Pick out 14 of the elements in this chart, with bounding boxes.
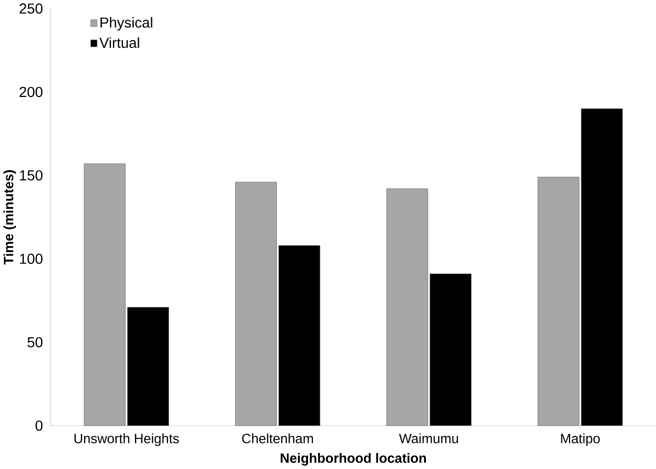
y-axis-title: Time (minutes) bbox=[3, 170, 16, 265]
x-tick-label: Cheltenham bbox=[242, 433, 313, 444]
y-tick-label: 0 bbox=[36, 420, 42, 431]
y-tick-label: 150 bbox=[20, 170, 42, 180]
legend-label: Physical bbox=[100, 17, 152, 31]
y-tick-label: 50 bbox=[28, 337, 42, 348]
legend-label: Virtual bbox=[99, 37, 140, 48]
x-tick-label: Matipo bbox=[561, 433, 600, 446]
y-tick-label: 250 bbox=[20, 3, 42, 14]
x-axis-title: Neighborhood location bbox=[280, 453, 426, 466]
y-tick-label: 200 bbox=[20, 86, 42, 98]
x-tick-label: Unsworth Heights bbox=[74, 433, 179, 446]
x-tick-label: Waimumu bbox=[399, 433, 458, 444]
y-tick-label: 100 bbox=[20, 254, 42, 264]
